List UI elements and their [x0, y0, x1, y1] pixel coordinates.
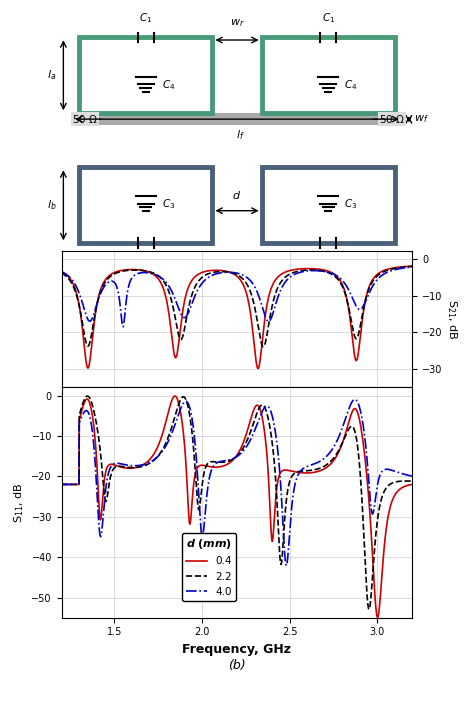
Bar	[72, 113, 402, 126]
0.4	[408, 480, 414, 489]
2.2	[234, 452, 239, 461]
2.2	[408, 477, 414, 485]
Text: $l_a$: $l_a$	[47, 68, 56, 82]
Text: $C_2$: $C_2$	[322, 253, 335, 267]
Text: (a): (a)	[228, 265, 246, 278]
Bar	[262, 167, 395, 243]
4.0	[234, 453, 239, 461]
Text: $d$: $d$	[232, 190, 242, 201]
Text: $w_f$: $w_f$	[414, 113, 429, 125]
0.4	[375, 613, 381, 621]
Text: $w_r$: $w_r$	[230, 18, 244, 29]
Text: 50 $\Omega$: 50 $\Omega$	[379, 113, 405, 125]
4.0	[408, 472, 414, 480]
2.2	[224, 458, 230, 466]
2.2	[342, 433, 348, 442]
Text: $l_b$: $l_b$	[47, 199, 56, 212]
Text: $C_3$: $C_3$	[162, 197, 175, 211]
4.0	[77, 417, 83, 425]
0.4	[342, 431, 348, 439]
4.0	[352, 395, 357, 404]
4.0	[59, 480, 64, 489]
0.4	[59, 480, 64, 489]
2.2	[418, 477, 424, 486]
4.0	[408, 472, 414, 480]
0.4	[234, 451, 239, 460]
Legend: 0.4, 2.2, 4.0: 0.4, 2.2, 4.0	[182, 533, 236, 601]
4.0	[224, 456, 230, 465]
4.0	[342, 416, 348, 425]
Text: $C_3$: $C_3$	[344, 197, 357, 211]
Text: $C_4$: $C_4$	[162, 78, 175, 92]
Bar	[79, 167, 212, 243]
Line: 2.2: 2.2	[62, 396, 421, 609]
4.0	[283, 562, 289, 570]
Text: (b): (b)	[228, 659, 246, 673]
2.2	[408, 477, 414, 485]
0.4	[224, 461, 230, 469]
Text: $C_1$: $C_1$	[139, 11, 153, 25]
2.2	[85, 392, 91, 400]
Text: $l_f$: $l_f$	[236, 128, 245, 142]
Bar	[79, 37, 212, 113]
Line: 0.4: 0.4	[62, 396, 421, 617]
0.4	[408, 480, 414, 489]
Y-axis label: S$_{21}$, dB: S$_{21}$, dB	[446, 299, 459, 340]
Text: $C_2$: $C_2$	[139, 253, 152, 267]
2.2	[59, 480, 64, 489]
2.2	[366, 605, 372, 614]
Line: 4.0: 4.0	[62, 399, 421, 566]
2.2	[77, 409, 83, 417]
4.0	[418, 474, 424, 482]
X-axis label: Frequency, GHz: Frequency, GHz	[182, 643, 292, 656]
Text: $C_1$: $C_1$	[321, 11, 335, 25]
Text: $C_4$: $C_4$	[344, 78, 357, 92]
0.4	[77, 413, 83, 422]
Text: 50 $\Omega$: 50 $\Omega$	[72, 113, 98, 125]
Y-axis label: S$_{11}$, dB: S$_{11}$, dB	[12, 482, 26, 523]
0.4	[172, 392, 178, 400]
0.4	[418, 479, 424, 488]
Bar	[262, 37, 395, 113]
